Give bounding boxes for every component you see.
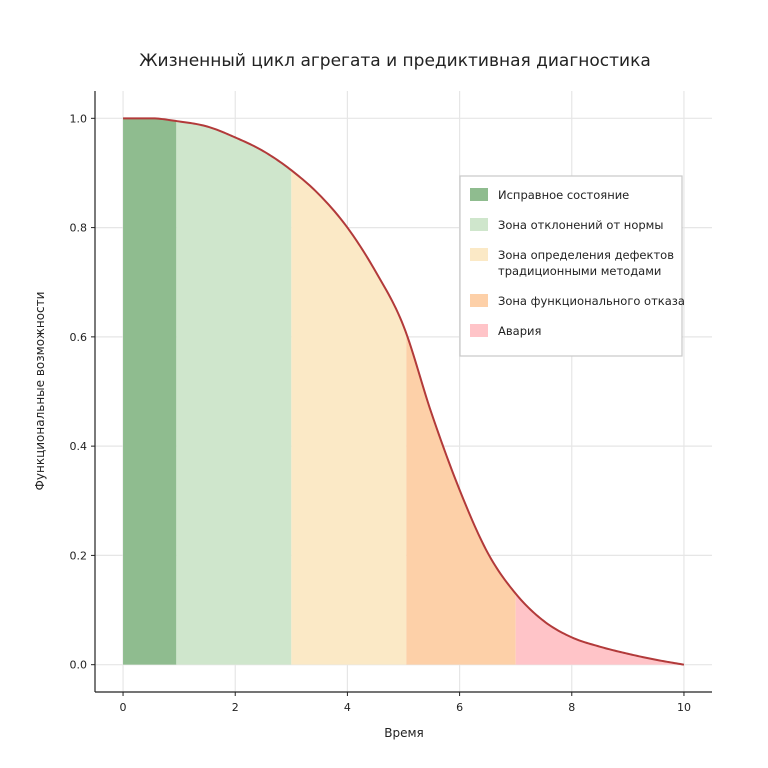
y-tick-label: 1.0: [70, 112, 88, 125]
legend-swatch-1: [470, 188, 488, 201]
y-tick-label: 0.2: [70, 549, 88, 562]
zone-area-5: [515, 593, 684, 665]
legend-label-1: Исправное состояние: [498, 188, 629, 202]
x-tick-label: 6: [456, 701, 463, 714]
x-tick-label: 2: [232, 701, 239, 714]
zone-area-2: [176, 121, 292, 665]
legend: Исправное состояние Зона отклонений от но…: [459, 175, 685, 357]
legend-label-5: Авария: [498, 324, 541, 338]
legend-swatch-2: [470, 218, 488, 231]
capability-curve: [123, 117, 685, 666]
x-axis-label: Время: [384, 726, 424, 740]
y-tick-label: 0.4: [70, 440, 88, 453]
legend-label-2: Зона отклонений от нормы: [498, 218, 663, 232]
y-tick-label: 0.6: [70, 331, 88, 344]
y-axis-label: Функциональные возможности: [33, 292, 47, 491]
zone-area-1: [123, 118, 177, 665]
x-tick-label: 4: [344, 701, 351, 714]
x-tick-label: 10: [677, 701, 691, 714]
legend-swatch-3: [470, 248, 488, 261]
x-tick-label: 8: [568, 701, 575, 714]
legend-label-4: Зона функционального отказа: [498, 294, 685, 308]
legend-box: [459, 175, 683, 357]
legend-label-3: Зона определения дефектов традиционными м…: [498, 248, 674, 278]
x-tick-label: 0: [120, 701, 127, 714]
zone-area-3: [291, 170, 407, 665]
zones: [123, 118, 684, 665]
y-tick-label: 0.0: [70, 659, 88, 672]
legend-swatch-4: [470, 294, 488, 307]
axes: [94, 91, 712, 693]
tick-labels: 0 2 4 6 8 10 0.0 0.2 0.4 0.6 0.8 1.0: [70, 112, 691, 714]
y-tick-label: 0.8: [70, 222, 88, 235]
legend-swatch-5: [470, 324, 488, 337]
chart-title: Жизненный цикл агрегата и предиктивная д…: [139, 51, 651, 71]
zone-area-4: [406, 333, 516, 665]
